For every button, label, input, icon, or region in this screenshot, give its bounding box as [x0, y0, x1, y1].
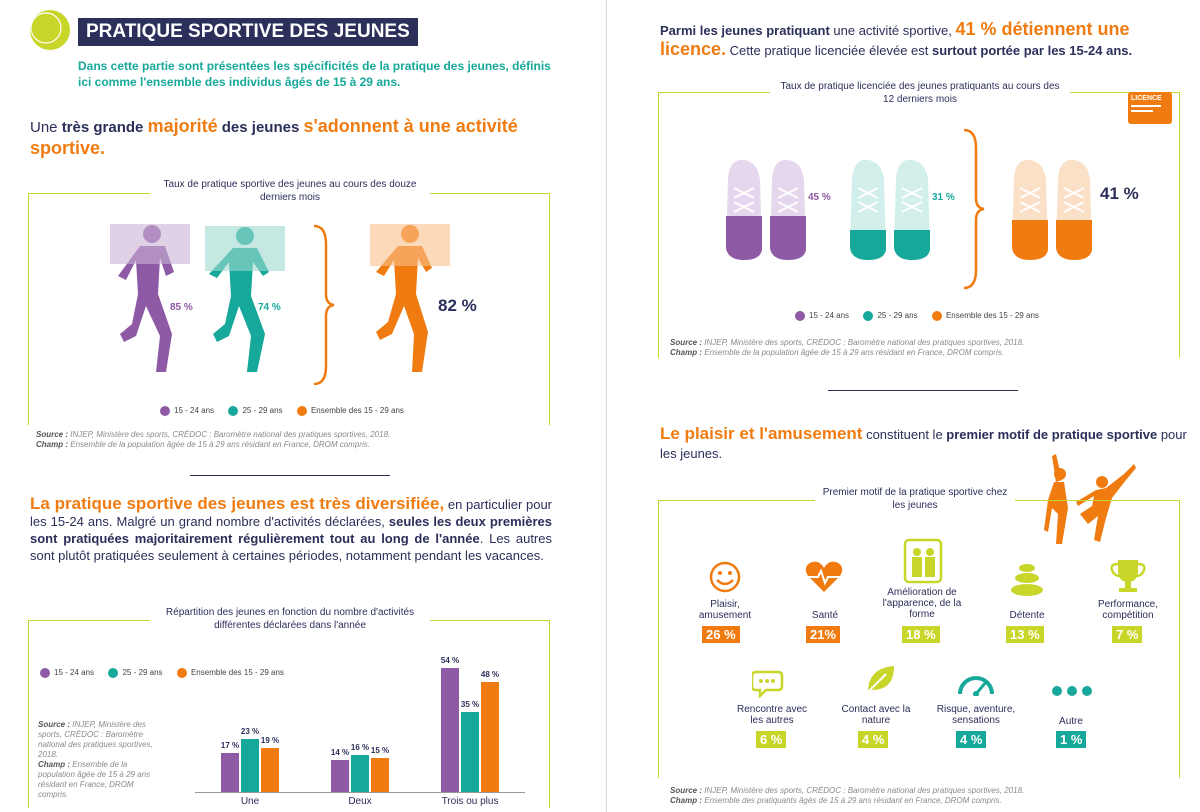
headline-diversified: La pratique sportive des jeunes est très… — [30, 494, 553, 563]
motive-pct-pleasure: 26 % — [702, 626, 740, 643]
legend-label: Ensemble des 15 - 29 ans — [310, 405, 404, 415]
stones-icon — [1011, 564, 1043, 596]
motive-label-health: Santé — [811, 610, 839, 621]
motive-pct-meeting: 6 % — [756, 731, 787, 748]
legend-label: 25 - 29 ans — [877, 310, 918, 320]
legend-label: 15 - 24 ans — [174, 405, 215, 415]
bar — [441, 667, 459, 792]
bar — [221, 752, 239, 792]
brace-icon — [313, 224, 335, 386]
motive-pct-relax: 13 % — [1006, 626, 1044, 643]
bar-value-label: 23 % — [240, 727, 260, 737]
shoes-25-29-icon — [850, 159, 930, 260]
bar-value-label: 54 % — [440, 655, 460, 665]
chart2-title: Répartition des jeunes en fonction du no… — [150, 606, 430, 632]
runner-15-24-icon — [110, 224, 190, 372]
bar — [351, 755, 369, 792]
bar-chart-activities: 17 % 23 % 19 % Une 14 % 16 % 15 % Deux 54 % 35 % 4… — [195, 640, 525, 807]
bar — [371, 757, 389, 792]
motive-pct-other: 1 % — [1056, 731, 1087, 748]
chart1-value-1: 85 % — [170, 302, 193, 313]
bar-value-label: 35 % — [460, 699, 480, 709]
trophy-icon — [1110, 560, 1146, 592]
headline-pleasure: Le plaisir et l'amusement constituent le… — [660, 424, 1187, 461]
licence-badge-icon[interactable]: LICENCE — [1128, 92, 1172, 124]
motive-label-nature: Contact avec la nature — [841, 704, 911, 726]
divider — [190, 475, 390, 476]
bar — [461, 711, 479, 792]
headline-licence: Parmi les jeunes pratiquant une activité… — [660, 19, 1133, 59]
motive-pct-risk: 4 % — [956, 731, 987, 748]
headline-majority: Une très grande majorité des jeunes s'ad… — [30, 116, 518, 158]
motive-label-risk: Risque, aventure, sensations — [936, 704, 1016, 726]
bar-value-label: 19 % — [260, 736, 280, 746]
category-label: Trois ou plus — [441, 796, 499, 807]
motive-label-meeting: Rencontre avec les autres — [736, 704, 808, 726]
motive-pct-performance: 7 % — [1112, 626, 1143, 643]
motive-label-other: Autre — [1059, 716, 1083, 727]
motive-label-pleasure: Plaisir, amusement — [698, 599, 752, 621]
page-gutter — [606, 0, 607, 812]
legend-label: 15 - 24 ans — [54, 667, 95, 677]
motive-pct-health: 21% — [806, 626, 841, 643]
brace-icon — [963, 128, 985, 290]
bar-value-label: 48 % — [480, 669, 500, 679]
chart1-value-2: 74 % — [258, 302, 281, 313]
bar — [331, 759, 349, 792]
motives-title: Premier motif de la pratique sportive ch… — [815, 486, 1015, 512]
dots-icon — [1052, 686, 1092, 696]
bar-value-label: 16 % — [350, 743, 370, 753]
motive-pct-appearance: 18 % — [902, 626, 940, 643]
chart3-value-2: 31 % — [932, 192, 955, 203]
section-title: PRATIQUE SPORTIVE DES JEUNES — [78, 18, 418, 46]
category-label: Une — [240, 796, 260, 807]
legend-label: 15 - 24 ans — [809, 310, 850, 320]
chart1-source: Source : INJEP, Ministère des sports, CR… — [36, 430, 391, 449]
bar — [481, 681, 499, 792]
legend-label: Ensemble des 15 - 29 ans — [945, 310, 1039, 320]
motive-label-appearance: Amélioration de l'apparence, de la forme — [882, 587, 962, 620]
chart3-title: Taux de pratique licenciée des jeunes pr… — [770, 80, 1070, 106]
bar — [241, 739, 259, 792]
divider — [828, 390, 1018, 391]
chart3-value-1: 45 % — [808, 192, 831, 203]
bar-value-label: 14 % — [330, 747, 350, 757]
mirror-icon — [903, 538, 943, 584]
shoes-all-icon — [1012, 159, 1092, 260]
bar-value-label: 15 % — [370, 745, 390, 755]
intro-text: Dans cette partie sont présentées les sp… — [78, 59, 551, 89]
chart2-legend: 15 - 24 ans 25 - 29 ans Ensemble des 15 … — [40, 664, 294, 682]
chart1-legend: 15 - 24 ans 25 - 29 ans Ensemble des 15 … — [160, 402, 414, 420]
gauge-icon — [958, 676, 994, 696]
chat-icon — [752, 670, 784, 698]
licence-badge-label: LICENCE — [1131, 95, 1162, 102]
chart3-source: Source : INJEP, Ministère des sports, CR… — [670, 338, 1025, 357]
decorative-circle-icon — [30, 10, 70, 50]
jumpers-icon — [1044, 454, 1136, 544]
runner-25-29-icon — [205, 226, 285, 372]
motive-label-performance: Performance, compétition — [1097, 599, 1159, 621]
chart2-source: Source : INJEP, Ministère des sports, CR… — [38, 720, 153, 799]
runner-all-icon — [370, 224, 450, 372]
chart1-title: Taux de pratique sportive des jeunes au … — [150, 178, 430, 204]
legend-label: Ensemble des 15 - 29 ans — [190, 667, 284, 677]
chart1-value-3: 82 % — [438, 296, 477, 315]
shoes-15-24-icon — [726, 159, 806, 260]
motive-label-relax: Détente — [1009, 610, 1045, 621]
chart3-legend: 15 - 24 ans 25 - 29 ans Ensemble des 15 … — [795, 307, 1049, 325]
legend-label: 25 - 29 ans — [242, 405, 283, 415]
leaf-icon — [867, 666, 894, 693]
motive-pct-nature: 4 % — [858, 731, 889, 748]
chart2-axis — [195, 792, 525, 793]
motives-source: Source : INJEP, Ministère des sports, CR… — [670, 786, 1025, 805]
legend-label: 25 - 29 ans — [122, 667, 163, 677]
chart3-value-3: 41 % — [1100, 184, 1139, 203]
category-label: Deux — [348, 796, 372, 807]
bar-value-label: 17 % — [220, 740, 240, 750]
heart-pulse-icon — [805, 561, 843, 592]
smiley-icon — [709, 561, 741, 593]
bar — [261, 748, 279, 792]
